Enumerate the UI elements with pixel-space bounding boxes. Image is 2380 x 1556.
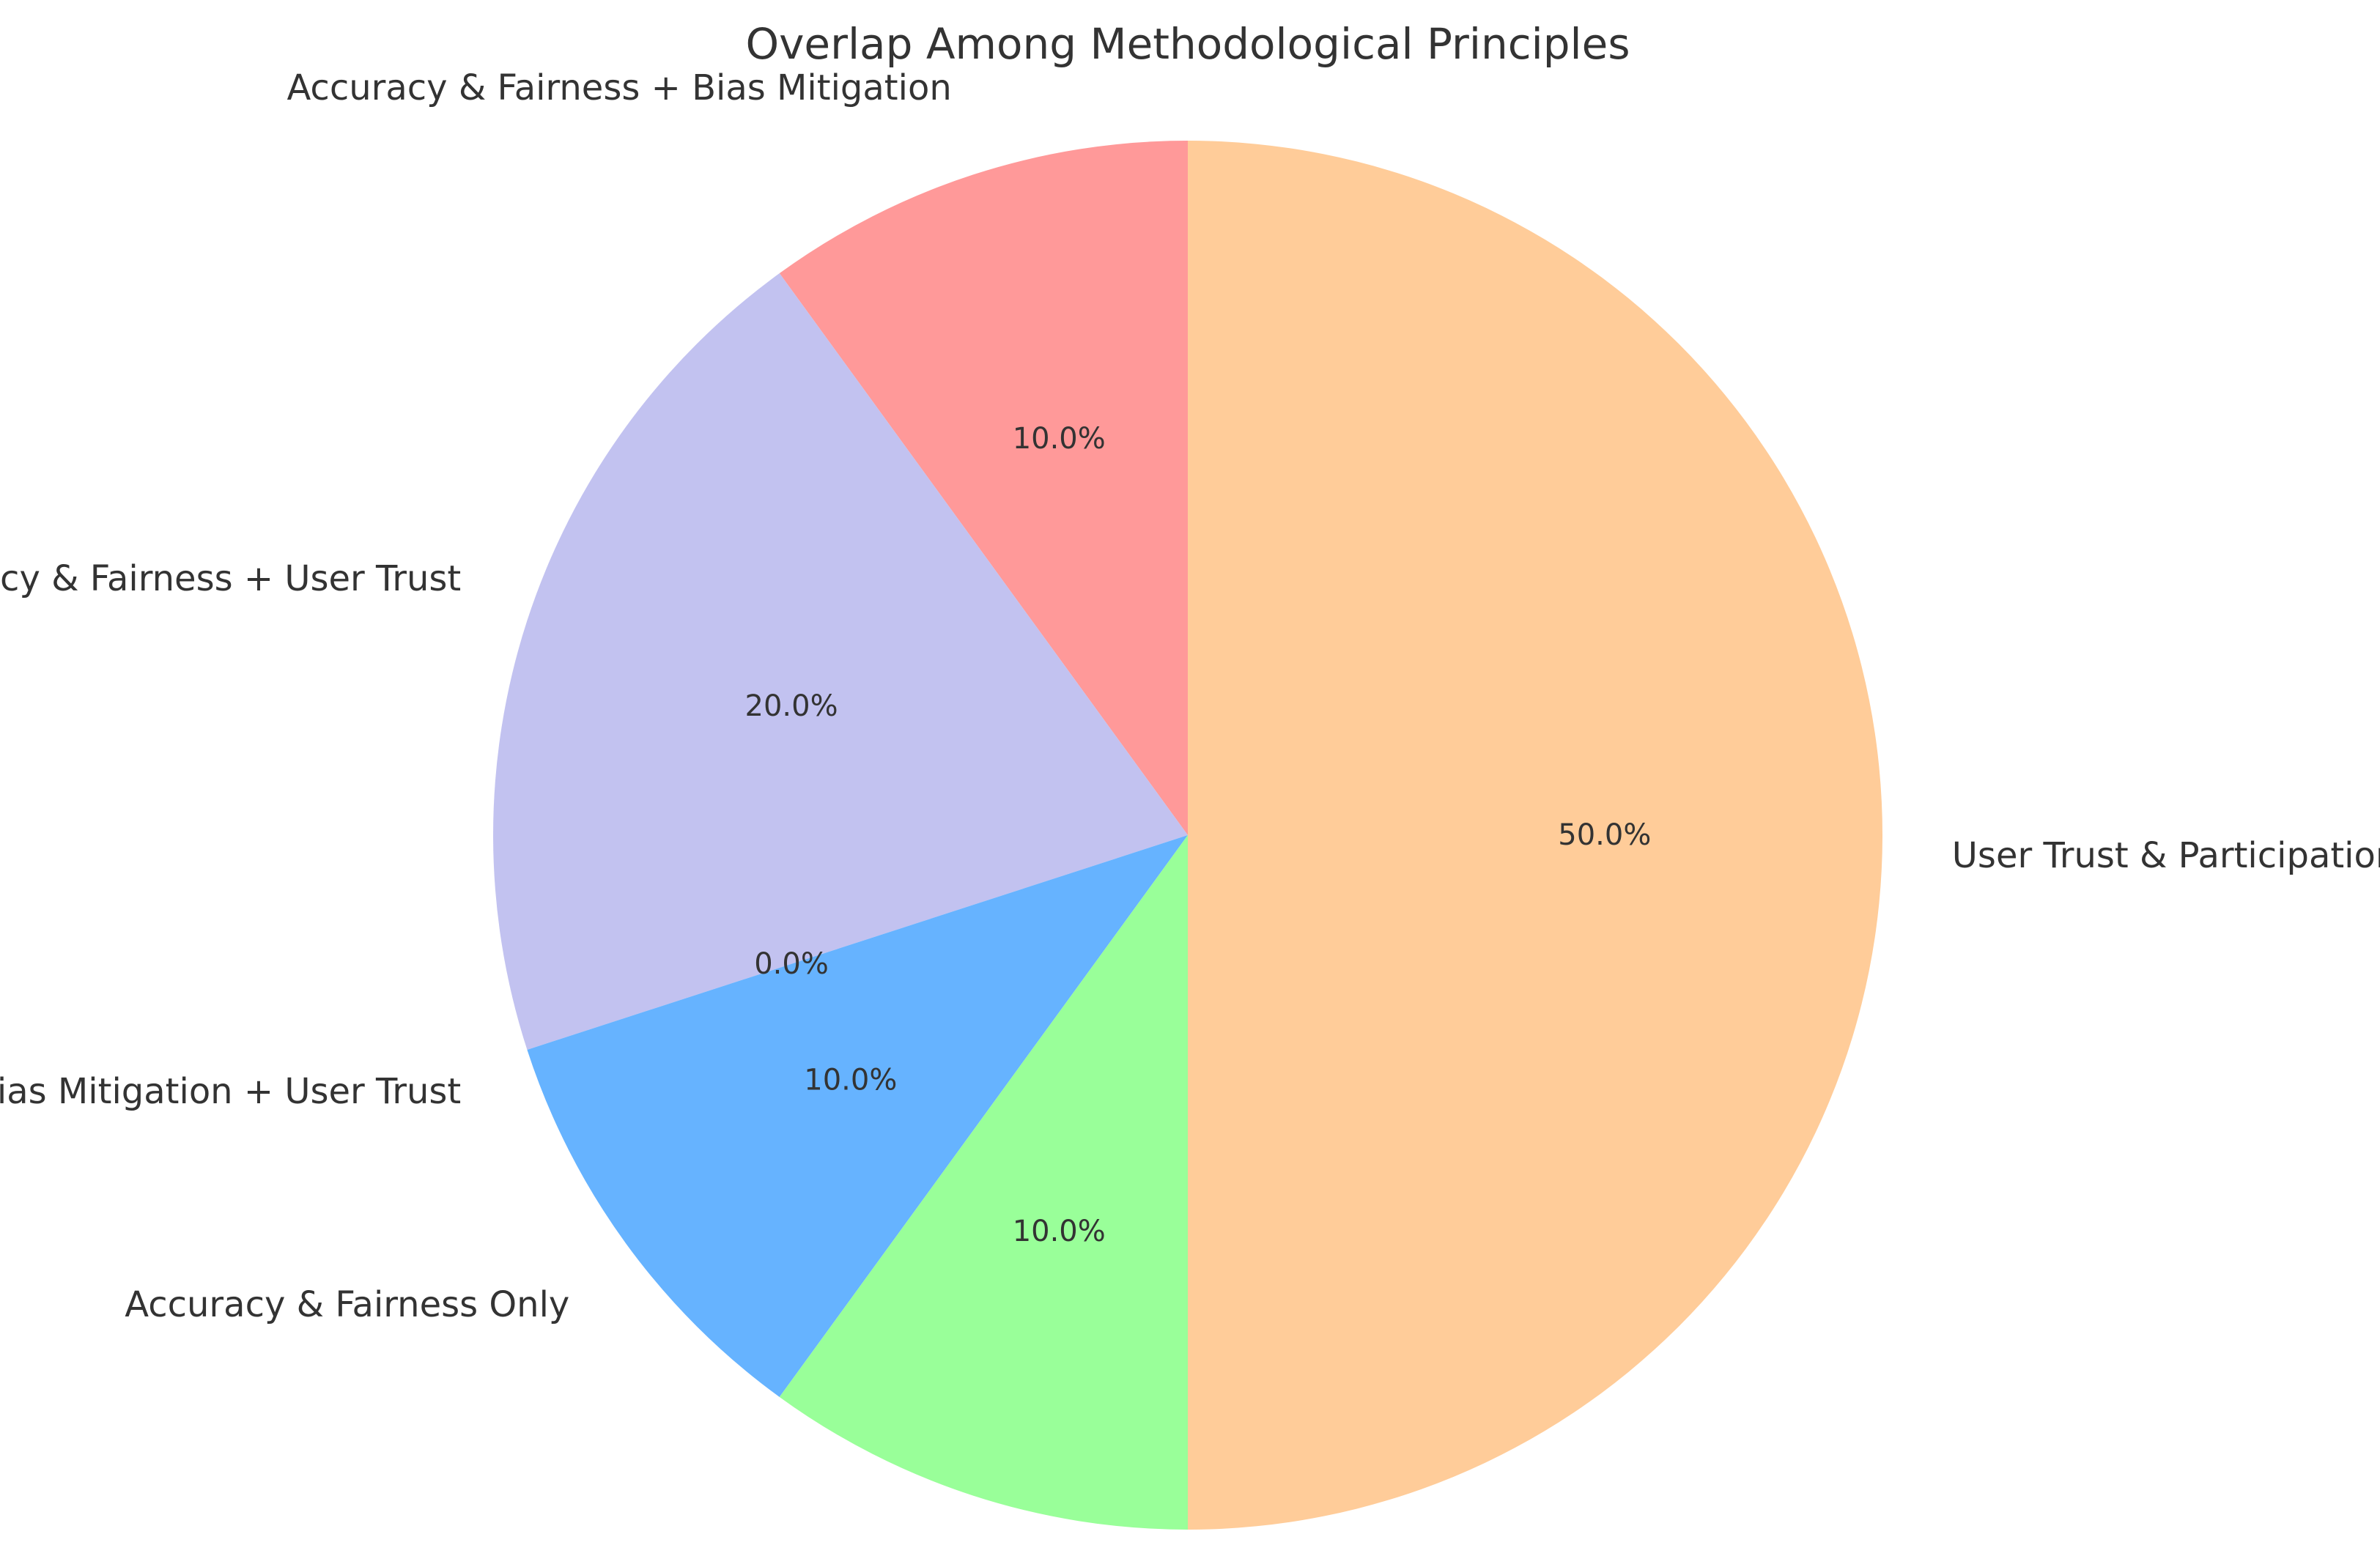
pie-slice-accuracy-and-fairness-only	[527, 835, 1188, 1397]
pct-label-bias-mitigation-plus-user-trust: 0.0%	[754, 947, 829, 981]
chart-title: Overlap Among Methodological Principles	[745, 19, 1630, 69]
pie-slices	[493, 141, 1882, 1530]
pct-label-accuracy-and-fairness-plus-user-trust: 20.0%	[745, 689, 838, 723]
pct-label-user-trust-and-participation-only: 50.0%	[1558, 818, 1651, 852]
slice-label-accuracy-and-fairness-only: Accuracy & Fairness Only	[125, 1284, 569, 1325]
slice-label-bias-mitigation-plus-user-trust: Bias Mitigation + User Trust	[0, 1071, 461, 1112]
pct-label-accuracy-and-fairness-only: 10.0%	[804, 1063, 897, 1097]
slice-label-accuracy-and-fairness-plus-user-trust: Accuracy & Fairness + User Trust	[0, 558, 461, 599]
slice-label-accuracy-and-fairness-plus-bias-mitigation: Accuracy & Fairness + Bias Mitigation	[287, 67, 951, 108]
slice-label-user-trust-and-participation-only: User Trust & Participation Only	[1952, 835, 2380, 876]
pct-label-accuracy-and-fairness-plus-bias-mitigation: 10.0%	[1013, 422, 1106, 456]
pie-slice-accuracy-and-fairness-plus-user-trust	[493, 273, 1188, 1050]
pie-slice-user-trust-and-participation-only	[1188, 141, 1882, 1530]
pie-labels: Accuracy & Fairness + Bias Mitigation 10.…	[0, 67, 2380, 1325]
pie-slice-accuracy-and-fairness-plus-bias-mitigation	[779, 141, 1188, 835]
pie-slice-bias-mitigation-only	[779, 835, 1188, 1530]
pct-label-bias-mitigation-only: 10.0%	[1013, 1215, 1106, 1248]
